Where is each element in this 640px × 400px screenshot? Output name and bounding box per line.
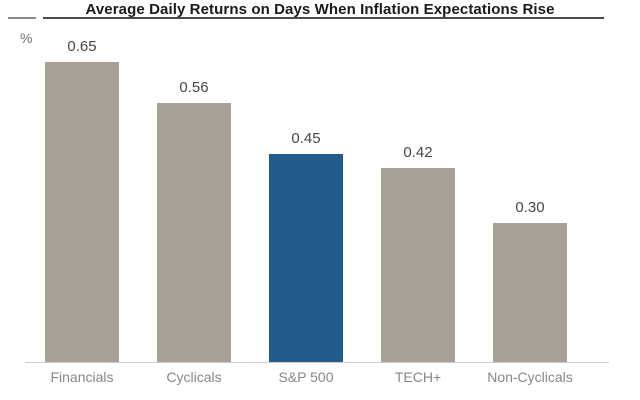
bar-value-label-tech: 0.42: [403, 144, 433, 161]
bar-tech: [381, 168, 455, 362]
bar-cyclicals: [157, 103, 231, 362]
bar-financials: [45, 62, 119, 362]
bar-value-label-financials: 0.65: [67, 38, 97, 55]
x-axis-baseline: [25, 362, 609, 363]
y-axis-unit-label: %: [20, 30, 33, 46]
category-label-cyclicals: Cyclicals: [166, 369, 222, 385]
bar-s-p-500: [269, 154, 343, 362]
title-rule: [43, 17, 604, 19]
bar-value-label-s-p-500: 0.45: [291, 130, 321, 147]
chart-title: Average Daily Returns on Days When Infla…: [85, 1, 555, 18]
category-label-s-p-500: S&P 500: [278, 369, 334, 385]
bar-value-label-cyclicals: 0.56: [179, 79, 209, 96]
category-label-financials: Financials: [50, 369, 114, 385]
category-label-non-cyclicals: Non-Cyclicals: [487, 369, 573, 385]
category-label-tech: TECH+: [394, 369, 442, 385]
title-rule-left-segment: [8, 17, 36, 19]
bar-value-label-non-cyclicals: 0.30: [515, 199, 545, 216]
bar-non-cyclicals: [493, 223, 567, 362]
